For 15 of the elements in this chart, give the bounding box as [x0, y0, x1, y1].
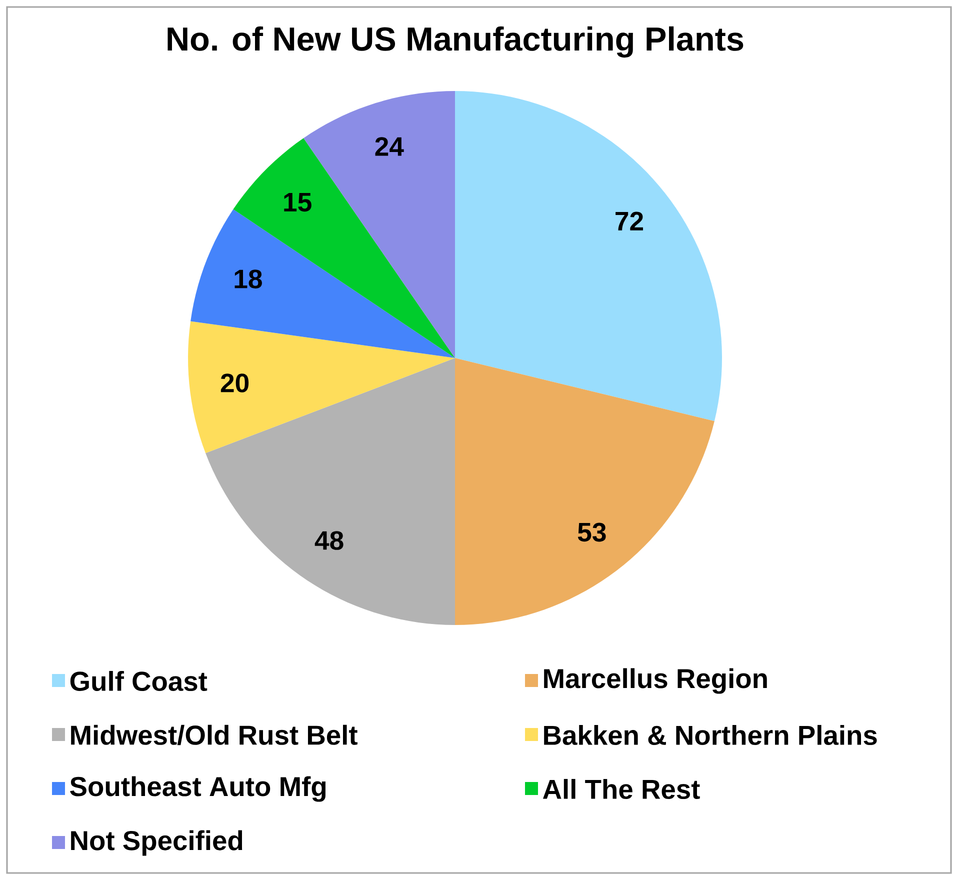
data-label: 15 — [284, 192, 312, 212]
legend-label: Southeast Auto Mfg — [70, 776, 326, 802]
data-label: 18 — [234, 270, 262, 288]
data-label: 72 — [616, 212, 644, 230]
legend-label: Not Specified — [71, 830, 242, 856]
legend-label: All The Rest — [542, 778, 700, 800]
data-label: 24 — [375, 137, 404, 156]
data-label: 53 — [578, 522, 606, 542]
chart-title: No. of New US Manufacturing Plants — [168, 26, 744, 58]
data-label: 20 — [220, 374, 249, 392]
legend-label: Marcellus Region — [544, 668, 767, 694]
data-label: 48 — [314, 531, 344, 550]
legend-label: Bakken & Northern Plains — [544, 724, 877, 746]
legend-label: Midwest/Old Rust Belt — [71, 724, 358, 746]
legend-label: Gulf Coast — [70, 670, 208, 692]
